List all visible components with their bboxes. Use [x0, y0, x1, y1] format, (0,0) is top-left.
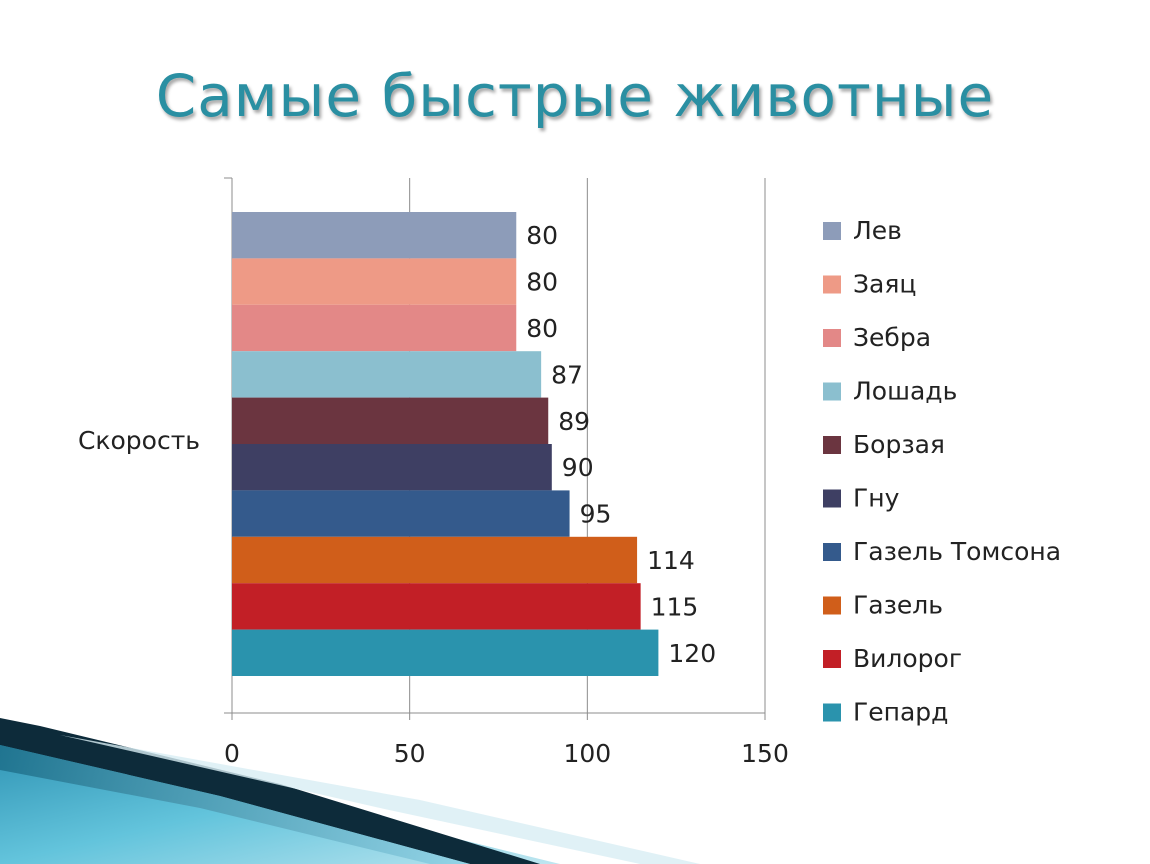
legend-swatch-6	[823, 489, 841, 508]
legend-swatch-8	[823, 596, 841, 615]
bar-10	[232, 629, 659, 676]
data-label-4: 87	[551, 360, 583, 389]
legend-label-9: Вилорог	[853, 644, 962, 673]
x-tick-label-150: 150	[741, 739, 789, 768]
data-label-6: 90	[562, 453, 594, 482]
x-tick-label-100: 100	[563, 739, 611, 768]
legend-label-4: Лошадь	[853, 377, 957, 406]
bar-3	[232, 304, 517, 352]
legend-swatch-9	[823, 650, 841, 668]
category-label: Скорость	[78, 426, 200, 455]
legend: Лев Заяц Зебра Лошадь Борзая Гну Газель Томсон…	[823, 216, 1061, 727]
bar-1	[232, 212, 517, 259]
data-labels: 80 80 80 87 89 90 95 114 115 120	[526, 221, 716, 668]
bar-6	[232, 444, 552, 491]
data-label-8: 114	[647, 546, 695, 575]
x-tick-label-50: 50	[394, 739, 426, 768]
bar-7	[232, 490, 570, 537]
bar-2	[232, 258, 517, 305]
bar-8	[232, 536, 638, 584]
bars	[232, 212, 659, 676]
bar-4	[232, 351, 542, 398]
legend-label-3: Зебра	[853, 323, 931, 352]
legend-label-5: Борзая	[853, 430, 945, 459]
data-label-9: 115	[651, 592, 699, 621]
slide-title: Самые быстрые животные	[155, 62, 995, 130]
data-label-5: 89	[558, 407, 590, 436]
legend-label-8: Газель	[853, 591, 943, 620]
data-label-1: 80	[526, 221, 558, 250]
x-axis-ticks: 0 50 100 150	[224, 713, 789, 768]
legend-label-7: Газель Томсона	[853, 537, 1061, 566]
legend-label-6: Гну	[853, 484, 900, 513]
legend-swatch-5	[823, 436, 841, 454]
legend-label-10: Гепард	[853, 698, 948, 727]
legend-swatch-3	[823, 329, 841, 347]
data-label-3: 80	[526, 314, 558, 343]
data-label-7: 95	[580, 500, 612, 529]
legend-swatch-2	[823, 275, 841, 294]
legend-swatch-10	[823, 703, 841, 722]
x-tick-label-0: 0	[224, 739, 240, 768]
data-label-2: 80	[526, 268, 558, 297]
legend-swatch-7	[823, 543, 841, 561]
legend-label-1: Лев	[853, 216, 902, 245]
legend-swatch-1	[823, 222, 841, 240]
decorative-swoosh	[0, 718, 700, 864]
bar-5	[232, 397, 549, 444]
legend-swatch-4	[823, 382, 841, 401]
legend-label-2: Заяц	[853, 270, 916, 299]
data-label-10: 120	[668, 639, 716, 668]
bar-9	[232, 583, 641, 630]
